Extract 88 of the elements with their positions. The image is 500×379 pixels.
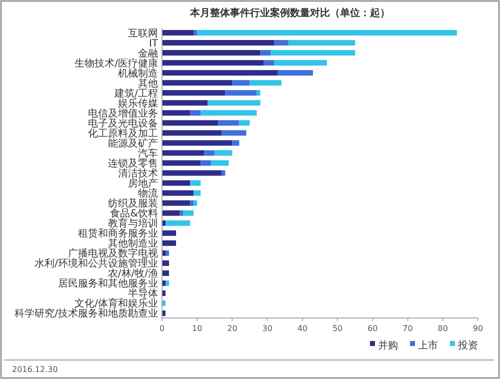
bar (214, 150, 232, 156)
bar (264, 60, 274, 66)
bar (278, 70, 313, 76)
text: 2016.12.30 (12, 365, 58, 374)
bar (162, 130, 222, 136)
bar (166, 220, 190, 226)
x-tick-label: 40 (297, 324, 308, 333)
bar (260, 50, 271, 56)
bar (162, 140, 232, 146)
bar (162, 190, 194, 196)
bar (225, 90, 257, 96)
bar (162, 40, 274, 46)
bar (274, 60, 328, 66)
bar (162, 230, 176, 236)
bar (239, 120, 250, 126)
y-tick-label: 机械制造 (118, 67, 158, 80)
bar (162, 240, 176, 246)
bar (162, 200, 190, 206)
bar (274, 40, 288, 46)
y-tick-label: 电信及增值业务 (88, 107, 158, 120)
x-tick-label: 90 (472, 324, 484, 333)
bar (190, 110, 201, 116)
legend-label: 上市 (418, 340, 438, 352)
bar (218, 120, 240, 126)
bar (162, 270, 170, 276)
bar (250, 80, 282, 86)
y-tick-label: 汽车 (138, 147, 158, 160)
bar (256, 90, 260, 96)
y-tick-label: 连锁及零售 (108, 157, 158, 170)
bar (180, 210, 184, 216)
x-tick-label: 80 (438, 324, 448, 333)
bar (162, 50, 260, 56)
bar (200, 160, 212, 166)
bar (162, 90, 226, 96)
bar (204, 150, 215, 156)
y-tick-label: 其他 (138, 77, 158, 90)
y-tick-label: 娱乐传媒 (118, 97, 158, 110)
bar (162, 170, 222, 176)
bar (162, 70, 278, 76)
chart-title: 本月整体事件行业案例数量对比（单位：起） (189, 7, 390, 19)
y-tick-label: 互联网 (128, 27, 158, 40)
bar (222, 170, 226, 176)
y-tick-label: 化工原料及加工 (88, 127, 158, 140)
y-tick-label: 科学研究/技术服务和地质勘查业 (14, 308, 158, 320)
bar (232, 80, 250, 86)
bar (194, 30, 198, 36)
bar (288, 40, 356, 46)
bar (197, 30, 457, 36)
bar (208, 100, 260, 106)
bar (211, 160, 229, 166)
x-tick-label: 0 (159, 324, 165, 333)
y-tick-label: 金融 (138, 47, 158, 60)
bar (162, 160, 201, 166)
bar (200, 110, 257, 116)
y-tick-label: 电子及光电设备 (88, 117, 158, 130)
bar (162, 120, 218, 126)
y-tick-label: 生物技术/医疗健康 (74, 57, 158, 70)
bar (162, 210, 180, 216)
bar (166, 280, 170, 286)
x-tick-label: 60 (368, 324, 378, 333)
y-tick-label: 能源及矿产 (108, 137, 158, 150)
bar (194, 190, 201, 196)
legend-label: 并购 (378, 340, 398, 352)
bar (162, 60, 264, 66)
y-tick-label: IT (148, 38, 159, 50)
x-tick-label: 70 (402, 324, 413, 333)
bar (232, 140, 240, 146)
bar (162, 150, 204, 156)
x-tick-label: 20 (227, 324, 238, 333)
bar (162, 180, 190, 186)
bar (194, 200, 198, 206)
bar (270, 50, 356, 56)
y-tick-label: 清洁技术 (118, 168, 158, 180)
bar (162, 80, 232, 86)
bar (162, 30, 194, 36)
legend-label: 投资 (457, 340, 478, 352)
y-tick-label: 建筑/工程 (114, 87, 158, 100)
bar (222, 130, 246, 136)
x-tick-label: 10 (192, 324, 202, 333)
bar (162, 110, 190, 116)
bar (183, 210, 194, 216)
bar (190, 180, 201, 186)
x-tick-label: 50 (332, 324, 343, 333)
bar (162, 100, 208, 106)
bar (162, 260, 170, 266)
x-tick-label: 30 (262, 324, 272, 333)
bar (166, 250, 170, 256)
bar (190, 200, 194, 206)
